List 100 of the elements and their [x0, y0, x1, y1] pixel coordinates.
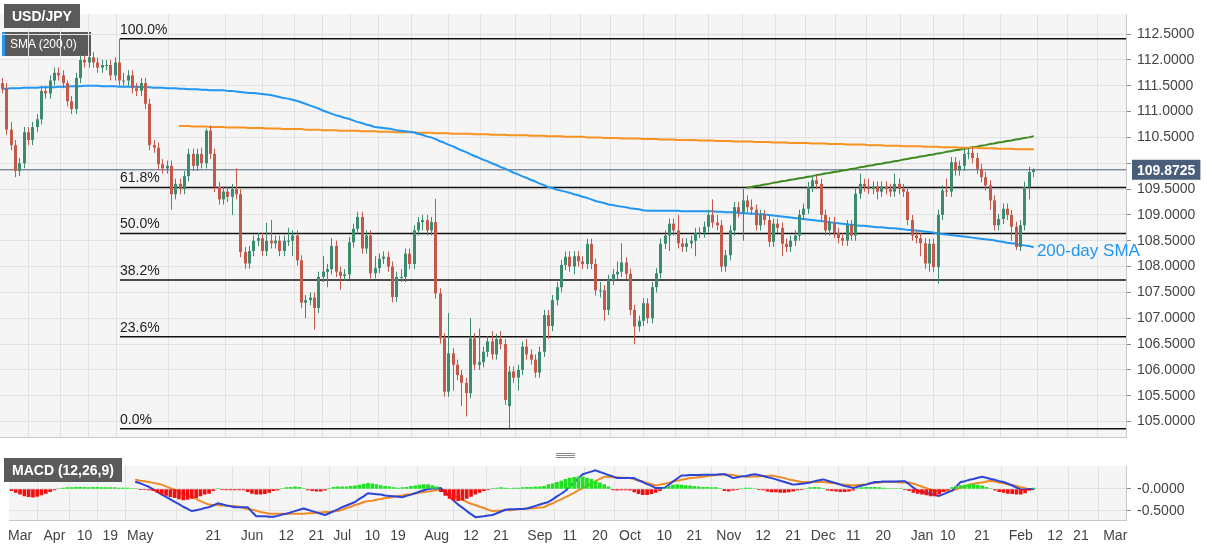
- bar: [1001, 489, 1006, 493]
- bar: [207, 489, 211, 494]
- candlestick: [984, 171, 987, 192]
- bar: [190, 489, 194, 499]
- candlestick: [231, 183, 234, 216]
- candlestick: [79, 54, 82, 84]
- candlestick: [911, 214, 914, 242]
- bar: [464, 489, 469, 499]
- candlestick: [924, 237, 927, 270]
- candlestick: [694, 227, 697, 257]
- y-tick-label: -0.0000: [1137, 479, 1185, 496]
- bar: [971, 484, 976, 489]
- bar: [550, 483, 555, 489]
- candlestick: [586, 238, 589, 270]
- x-tick-label: 21: [308, 527, 325, 544]
- annotation: 50.0%: [120, 215, 160, 232]
- bar: [194, 489, 198, 498]
- candlestick: [395, 271, 398, 303]
- candlestick: [625, 256, 628, 280]
- bar: [915, 489, 920, 494]
- candlestick: [430, 216, 433, 237]
- bar: [555, 482, 559, 489]
- bar: [473, 489, 478, 495]
- candlestick: [218, 181, 221, 206]
- candlestick: [893, 173, 896, 198]
- annotation: 0.0%: [120, 410, 152, 427]
- x-tick-label: Jan: [910, 527, 934, 544]
- bar: [254, 489, 259, 495]
- bar: [958, 485, 963, 489]
- candlestick: [724, 249, 727, 273]
- candlestick: [698, 226, 701, 239]
- bar: [413, 485, 418, 489]
- bar: [263, 489, 267, 495]
- y-tick-label: -0.5000: [1137, 501, 1185, 518]
- bar: [980, 485, 984, 489]
- x-tick-label: 19: [390, 527, 407, 544]
- y-tick-label: 105.0000: [1137, 412, 1196, 429]
- candlestick: [291, 229, 294, 257]
- bar: [546, 484, 551, 489]
- candlestick: [456, 359, 459, 381]
- candlestick: [49, 74, 52, 100]
- x-tick-label: Sep: [527, 527, 553, 544]
- bar: [1018, 489, 1023, 495]
- y-tick-label: 112.5000: [1137, 24, 1195, 41]
- bar: [366, 482, 370, 489]
- candlestick: [261, 232, 264, 257]
- candlestick: [114, 56, 117, 82]
- bar: [787, 489, 791, 493]
- candlestick: [499, 330, 502, 350]
- y-tick-label: 110.5000: [1137, 128, 1195, 145]
- candlestick: [733, 201, 736, 237]
- candlestick: [967, 147, 970, 160]
- candlestick: [828, 216, 831, 237]
- bar: [954, 486, 959, 489]
- candlestick: [1015, 221, 1018, 251]
- candlestick: [534, 353, 537, 379]
- y-tick-label: 106.5000: [1137, 334, 1196, 351]
- bar: [409, 486, 413, 489]
- candlestick: [417, 216, 420, 237]
- bar: [477, 489, 482, 493]
- candlestick: [192, 148, 195, 172]
- candlestick: [646, 297, 649, 324]
- candlestick: [378, 253, 381, 274]
- bar: [645, 489, 649, 495]
- candlestick: [620, 242, 623, 278]
- candlestick: [976, 152, 979, 175]
- x-tick-label: 12: [278, 527, 295, 544]
- y-tick-label: 109.0000: [1137, 205, 1196, 222]
- x-tick-label: May: [127, 527, 154, 544]
- bar: [1010, 489, 1015, 495]
- candlestick: [521, 340, 524, 376]
- y-tick-label: 107.5000: [1137, 283, 1196, 300]
- candlestick: [677, 214, 680, 249]
- bar: [293, 486, 297, 489]
- bar: [344, 486, 349, 489]
- candlestick: [876, 180, 879, 200]
- candlestick: [339, 266, 342, 291]
- candlestick: [833, 216, 836, 239]
- bar: [606, 486, 611, 489]
- annotation: 23.6%: [120, 318, 160, 335]
- candlestick: [711, 198, 714, 229]
- bar: [379, 485, 383, 489]
- x-tick-label: 21: [785, 527, 802, 544]
- candlestick: [538, 346, 541, 379]
- bar: [671, 484, 675, 489]
- x-tick-label: 10: [364, 527, 381, 544]
- bar: [1023, 489, 1027, 494]
- bar: [426, 484, 430, 489]
- candlestick: [954, 156, 957, 177]
- candlestick: [742, 188, 745, 242]
- candlestick: [31, 121, 34, 146]
- x-tick-label: Mar: [7, 527, 33, 544]
- candlestick: [807, 181, 810, 215]
- bar: [911, 489, 916, 493]
- bar: [387, 486, 392, 489]
- x-tick-label: Jul: [333, 527, 352, 544]
- x-tick-label: 11: [562, 527, 578, 544]
- candlestick: [772, 218, 775, 248]
- candlestick: [517, 364, 520, 392]
- bar: [941, 489, 946, 492]
